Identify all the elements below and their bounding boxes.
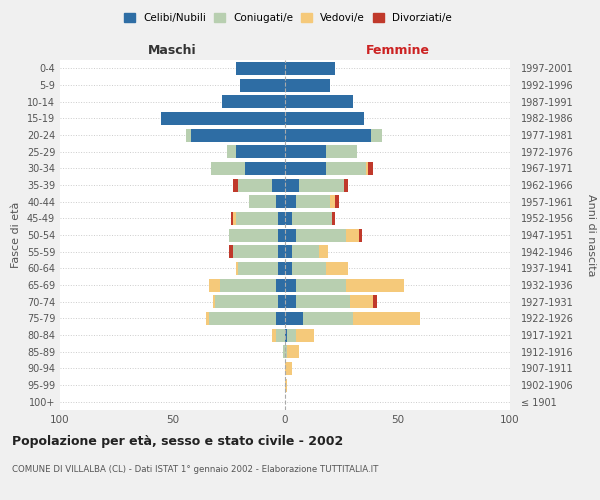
Bar	[325, 162, 366, 175]
Bar	[209, 312, 276, 325]
Bar	[235, 145, 285, 158]
Bar	[240, 78, 285, 92]
Bar	[343, 178, 348, 192]
Bar	[319, 245, 328, 258]
Bar	[278, 262, 285, 275]
Bar	[285, 312, 303, 325]
Bar	[296, 228, 346, 241]
Bar	[229, 245, 233, 258]
Bar	[285, 245, 292, 258]
Bar	[245, 162, 285, 175]
Bar	[233, 212, 235, 225]
Text: Maschi: Maschi	[148, 44, 197, 57]
Bar	[296, 328, 314, 342]
Bar	[303, 312, 353, 325]
Text: Anni di nascita: Anni di nascita	[586, 194, 596, 276]
Bar	[299, 178, 343, 192]
Bar	[330, 195, 335, 208]
Bar	[346, 278, 404, 291]
Bar	[271, 178, 285, 192]
Bar	[368, 162, 373, 175]
Bar	[285, 195, 296, 208]
Bar	[332, 212, 335, 225]
Bar	[296, 195, 330, 208]
Bar	[292, 262, 325, 275]
Bar	[235, 62, 285, 75]
Bar	[283, 345, 285, 358]
Bar	[285, 128, 371, 141]
Bar	[285, 212, 292, 225]
Bar	[325, 145, 357, 158]
Bar	[276, 195, 285, 208]
Bar	[285, 145, 325, 158]
Bar	[278, 212, 285, 225]
Bar	[292, 245, 319, 258]
Bar	[285, 112, 364, 125]
Bar	[346, 228, 359, 241]
Bar	[215, 295, 278, 308]
Bar	[213, 295, 215, 308]
Bar	[371, 128, 382, 141]
Bar	[335, 195, 339, 208]
Bar	[325, 262, 348, 275]
Bar	[233, 245, 278, 258]
Bar	[238, 178, 271, 192]
Bar	[285, 345, 287, 358]
Bar	[209, 278, 220, 291]
Bar	[285, 378, 287, 392]
Legend: Celibi/Nubili, Coniugati/e, Vedovi/e, Divorziati/e: Celibi/Nubili, Coniugati/e, Vedovi/e, Di…	[121, 10, 455, 26]
Bar	[222, 95, 285, 108]
Bar	[366, 162, 368, 175]
Bar	[296, 278, 346, 291]
Bar	[285, 262, 292, 275]
Bar	[285, 328, 287, 342]
Bar	[285, 178, 299, 192]
Bar	[161, 112, 285, 125]
Bar	[235, 212, 278, 225]
Bar	[359, 228, 361, 241]
Text: Popolazione per età, sesso e stato civile - 2002: Popolazione per età, sesso e stato civil…	[12, 435, 343, 448]
Text: Femmine: Femmine	[365, 44, 430, 57]
Bar	[285, 228, 296, 241]
Bar	[229, 228, 278, 241]
Bar	[285, 95, 353, 108]
Bar	[249, 195, 276, 208]
Bar	[278, 228, 285, 241]
Bar	[296, 295, 350, 308]
Bar	[211, 162, 245, 175]
Bar	[271, 328, 276, 342]
Bar	[276, 312, 285, 325]
Bar	[285, 295, 296, 308]
Bar	[278, 245, 285, 258]
Bar	[285, 62, 335, 75]
Bar	[287, 328, 296, 342]
Bar	[276, 328, 285, 342]
Y-axis label: Fasce di età: Fasce di età	[11, 202, 21, 268]
Bar	[220, 278, 276, 291]
Bar	[231, 212, 233, 225]
Bar	[373, 295, 377, 308]
Bar	[235, 262, 238, 275]
Bar	[278, 295, 285, 308]
Bar	[353, 312, 420, 325]
Bar	[238, 262, 278, 275]
Text: COMUNE DI VILLALBA (CL) - Dati ISTAT 1° gennaio 2002 - Elaborazione TUTTITALIA.I: COMUNE DI VILLALBA (CL) - Dati ISTAT 1° …	[12, 465, 379, 474]
Bar	[285, 162, 325, 175]
Bar	[206, 312, 209, 325]
Bar	[285, 78, 330, 92]
Bar	[233, 178, 238, 192]
Bar	[350, 295, 373, 308]
Bar	[227, 145, 235, 158]
Bar	[276, 278, 285, 291]
Bar	[285, 362, 292, 375]
Bar	[191, 128, 285, 141]
Bar	[287, 345, 299, 358]
Bar	[285, 278, 296, 291]
Bar	[292, 212, 332, 225]
Bar	[186, 128, 191, 141]
